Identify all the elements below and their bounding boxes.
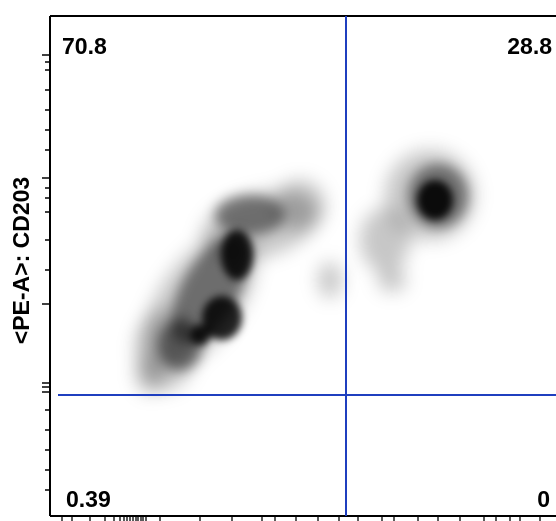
cluster-left bbox=[135, 180, 342, 393]
quadrant-gates bbox=[58, 16, 556, 516]
quadrant-top-left-percent: 70.8 bbox=[62, 33, 107, 59]
quadrant-top-right-percent: 28.8 bbox=[507, 33, 552, 59]
y-axis-ticks bbox=[42, 54, 50, 491]
plot-frame bbox=[49, 15, 556, 517]
y-axis-label: <PE-A>: CD203 bbox=[2, 130, 42, 390]
quadrant-bottom-left-percent: 0.39 bbox=[66, 486, 111, 512]
cluster-right bbox=[360, 150, 475, 292]
density-clouds bbox=[135, 150, 475, 393]
x-axis-ticks bbox=[61, 516, 541, 521]
quadrant-bottom-right-percent: 0 bbox=[537, 486, 550, 512]
y-axis-label-text: <PE-A>: CD203 bbox=[8, 176, 35, 344]
